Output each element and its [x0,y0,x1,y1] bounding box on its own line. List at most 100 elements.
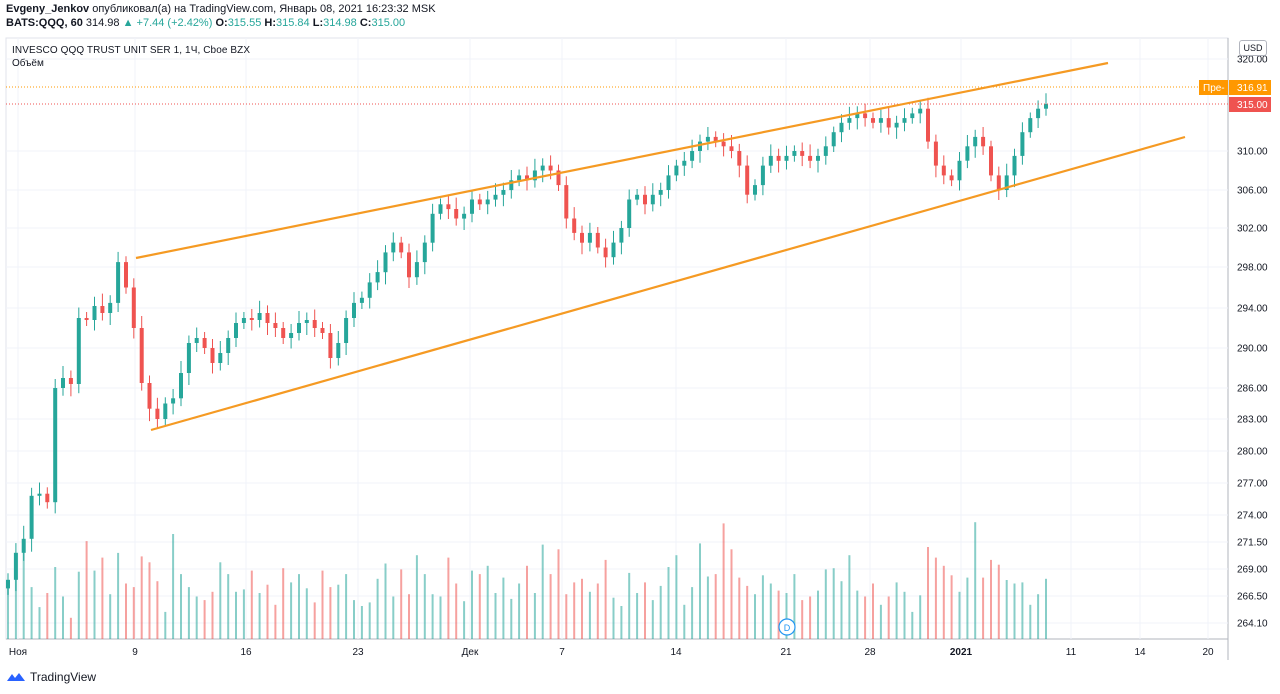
volume-bar [848,555,851,639]
volume-bar [360,606,363,639]
candle-body [666,175,671,190]
candle-body [92,306,97,320]
symbol-label: BATS:QQQ, 60 [6,17,83,29]
channel-lower-line [150,135,1186,432]
volume-bar [1029,604,1032,639]
volume-bar [667,567,670,639]
volume-bar [966,577,969,639]
volume-bar [486,565,489,639]
candle-body [438,204,443,214]
candle-body [124,262,128,288]
volume-bar [651,600,654,639]
volume-bar [927,547,929,639]
candle-body [375,272,380,283]
last-price-box [1229,97,1271,112]
volume-bar [423,574,426,639]
volume-bar [69,617,72,639]
volume-bar [817,590,819,639]
candle-body [13,552,18,580]
candle-body [705,136,710,142]
candle-body [1012,155,1017,176]
candle-body [627,199,632,228]
candle-body [871,118,875,123]
candle-body [485,199,490,205]
candle-body [933,141,938,166]
volume-bar [809,596,812,639]
price-tick-label: 290.00 [1237,344,1268,355]
candle-body [194,338,199,343]
candle-body [265,313,270,323]
pre-market-tag-label: Пре- [1203,83,1225,94]
candle-body [171,398,176,404]
candle-body [713,136,718,142]
candle-body [53,388,58,503]
price-axis[interactable]: 320.00 310.00 306.00 302.00 298.00 294.00 290.… [1237,55,1268,630]
volume-bar [990,559,992,639]
candle-body [509,180,514,191]
price-tick-label: 264.10 [1237,619,1268,630]
volume-bar [1013,583,1016,639]
volume-bar [549,574,552,639]
candle-body [493,194,498,200]
volume-bar [439,596,442,639]
volume-bar [604,559,607,639]
time-tick-label: 2021 [950,647,973,658]
volume-bar [730,549,733,639]
candle-body [776,155,781,161]
candle-body [548,165,553,171]
candle-body [45,493,50,503]
candle-body [816,155,820,161]
volume-bar [738,577,741,639]
candle-body [957,160,962,181]
candle-body [422,242,427,263]
candle-body [155,408,160,419]
volume-bar [581,578,583,639]
volume-bar [148,562,151,639]
candle-body [202,338,207,348]
candle-body [352,302,356,318]
volume-bar [172,534,175,639]
time-axis[interactable]: Ноя 9 16 23 Дек 7 14 21 28 2021 11 14 20 [9,647,1214,658]
dividend-marker-circle [778,618,796,636]
candle-body [878,118,883,123]
volume-bar [895,582,898,639]
candle-body [367,282,372,298]
open-value: 315.55 [227,17,262,29]
candle-body [580,232,584,243]
candle-body [304,320,309,323]
volume-bar [761,575,764,639]
volume-bar [997,564,1000,639]
dividend-event[interactable]: D [778,618,796,636]
candle-body [470,199,474,214]
high-label: H: [264,17,277,29]
volume-bar [958,591,961,639]
volume-bar [109,594,112,639]
candle-body [831,132,836,147]
quote-line: BATS:QQQ, 60 314.98 ▲ +7.44 (+2.42%) O:3… [6,17,405,29]
candle-body [218,353,223,363]
volume-bar [533,593,536,639]
candle-body [926,108,930,142]
currency-button[interactable]: USD [1239,40,1267,56]
candle-body [729,146,734,151]
candle-body [784,155,789,161]
volume-bar [235,591,237,639]
volume-bar [93,570,96,639]
candle-body [320,328,325,333]
candle-body [430,213,435,243]
candle-body [525,175,529,181]
candle-body [839,122,844,133]
candle-body [446,204,451,210]
candle-body [760,165,765,186]
candle-body [721,141,726,147]
candle-body [532,170,537,181]
trend-channel[interactable] [135,61,1186,432]
candles [6,93,1048,595]
volume-bar [722,523,725,639]
last-price: 314.98 [85,17,120,29]
volume-bar [1021,582,1024,639]
volume-bar [628,572,631,639]
volume-indicator-label[interactable]: Объём [12,58,44,69]
volume-bar [274,604,277,639]
